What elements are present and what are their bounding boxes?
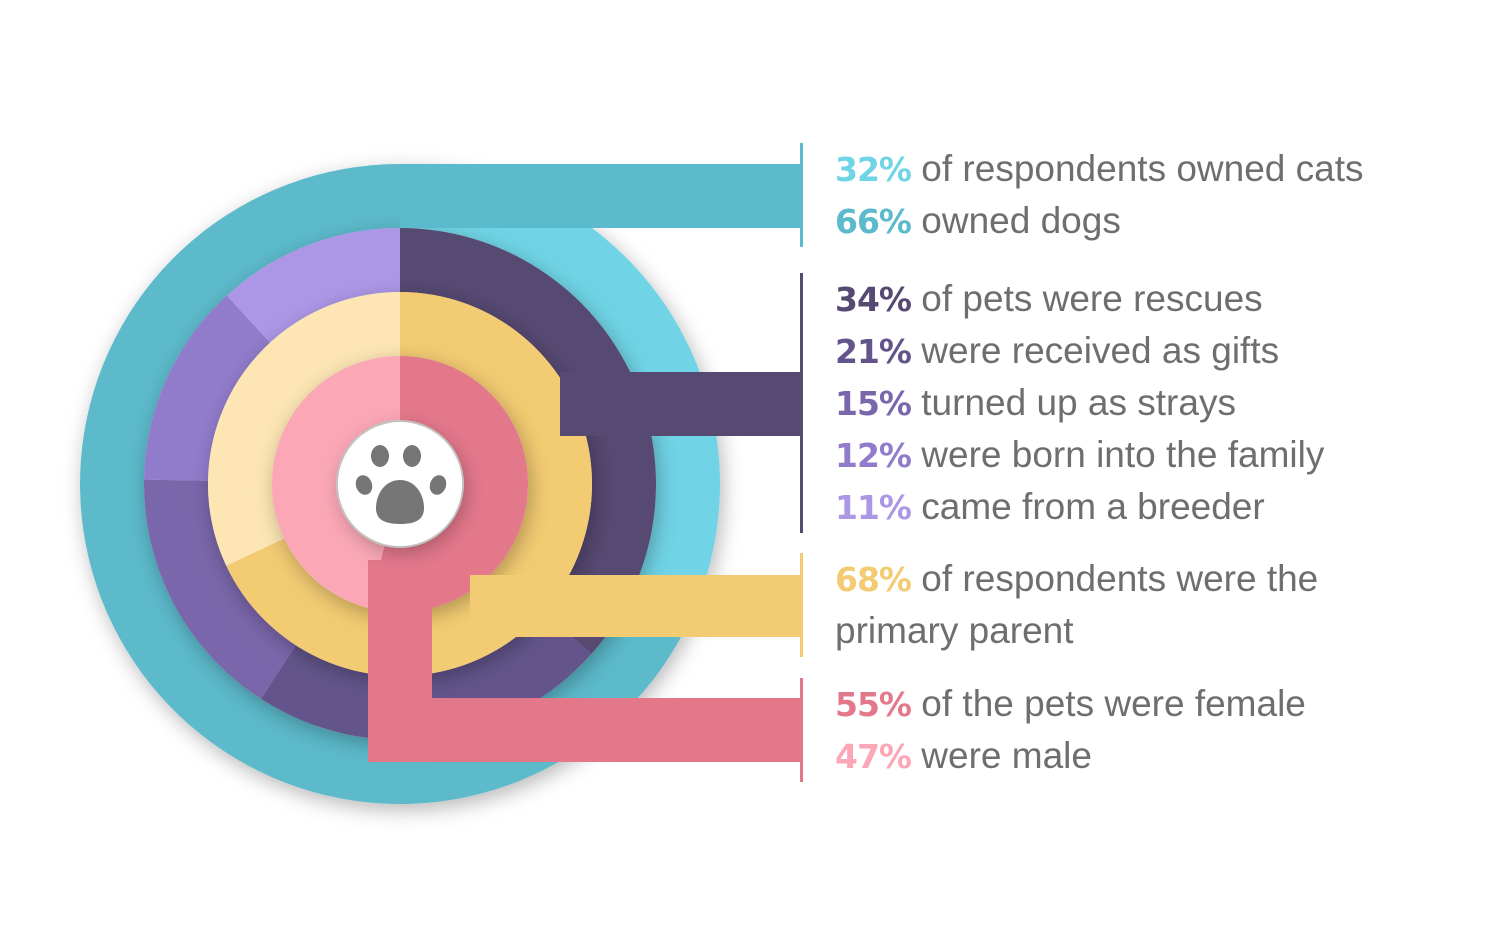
- stat-line: 55% of the pets were female: [835, 678, 1306, 730]
- stat-description: turned up as strays: [921, 382, 1236, 423]
- stat-percent: 15%: [835, 384, 912, 423]
- ring-4-slice-2: [271, 356, 400, 609]
- stat-description: of the pets were female: [921, 683, 1306, 724]
- stat-line: primary parent: [835, 605, 1318, 657]
- ring-1-slice-1: [400, 164, 720, 633]
- stat-line: 68% of respondents were the: [835, 553, 1318, 605]
- stat-description: of respondents owned cats: [921, 148, 1364, 189]
- stat-description: were received as gifts: [921, 330, 1280, 371]
- connectors-layer: [368, 164, 802, 762]
- connector-ownership: [400, 164, 802, 228]
- stat-description: were born into the family: [921, 434, 1325, 475]
- stat-description: came from a breeder: [921, 486, 1265, 527]
- connector-sex: [368, 560, 802, 762]
- ring-2-slice-3: [143, 479, 296, 699]
- ring-2-slice-1: [400, 228, 656, 655]
- connector-parent: [470, 575, 802, 637]
- ring-4: [271, 356, 528, 612]
- ring-2-slice-5: [226, 228, 400, 343]
- ring-3-slice-2: [207, 292, 400, 566]
- paw-print-icon: [355, 445, 447, 524]
- center-layer: [338, 422, 462, 546]
- stat-percent: 32%: [835, 150, 912, 189]
- stat-percent: 12%: [835, 436, 912, 475]
- stat-percent: 68%: [835, 560, 912, 599]
- stat-description: owned dogs: [921, 200, 1121, 241]
- stat-line: 12% were born into the family: [835, 429, 1324, 481]
- stat-percent: 34%: [835, 280, 912, 319]
- stat-percent: 47%: [835, 737, 912, 776]
- stat-description: of pets were rescues: [921, 278, 1263, 319]
- stat-line: 34% of pets were rescues: [835, 273, 1324, 325]
- stat-line: 11% came from a breeder: [835, 481, 1324, 533]
- stat-percent: 21%: [835, 332, 912, 371]
- stat-line: 32% of respondents owned cats: [835, 143, 1364, 195]
- stat-group-4: 55% of the pets were female 47% were male: [800, 678, 1306, 782]
- stat-percent: 11%: [835, 488, 912, 527]
- ring-2-slice-4: [144, 295, 271, 481]
- stat-percent: 55%: [835, 685, 912, 724]
- stat-line: 47% were male: [835, 730, 1306, 782]
- stat-line: 66% owned dogs: [835, 195, 1364, 247]
- ring-4-slice-1: [368, 356, 528, 612]
- stat-description: of respondents were the: [921, 558, 1319, 599]
- stat-line: 15% turned up as strays: [835, 377, 1324, 429]
- stat-group-3: 68% of respondents were the primary paren…: [800, 553, 1318, 657]
- connector-origin: [560, 372, 802, 436]
- ring-1: [80, 164, 720, 804]
- stat-description: primary parent: [835, 610, 1074, 651]
- stat-group-1: 32% of respondents owned cats 66% owned d…: [800, 143, 1364, 247]
- stat-percent: 66%: [835, 202, 912, 241]
- stat-group-2: 34% of pets were rescues 21% were receive…: [800, 273, 1324, 533]
- stat-description: were male: [921, 735, 1092, 776]
- stat-line: 21% were received as gifts: [835, 325, 1324, 377]
